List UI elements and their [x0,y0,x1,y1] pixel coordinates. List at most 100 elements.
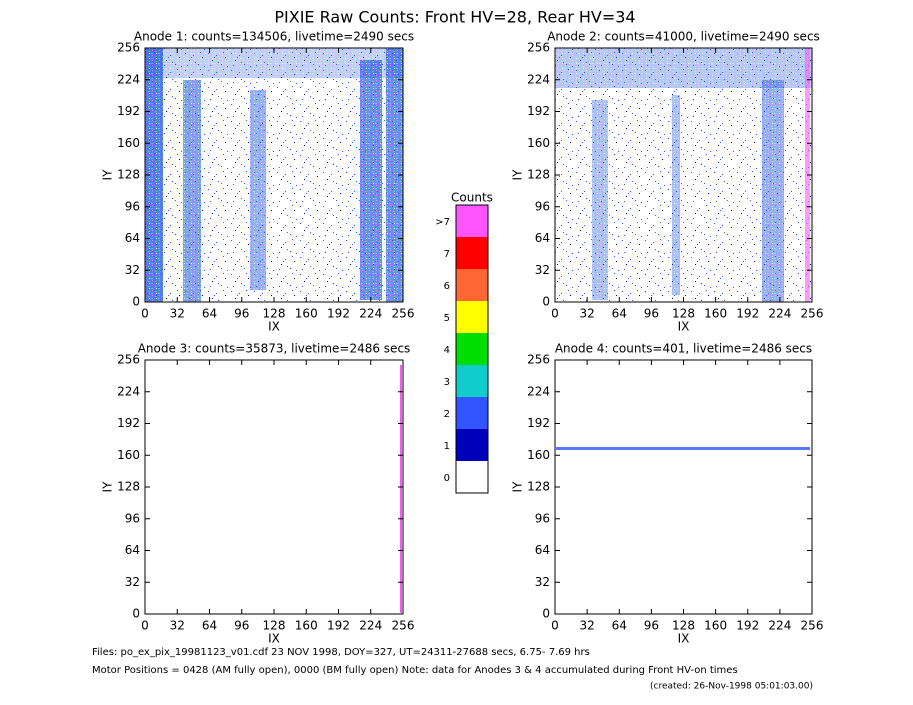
y-tick-label: 64 [535,543,550,557]
panels: Anode 1: counts=134506, livetime=2490 se… [101,30,824,646]
x-tick-label: 128 [263,307,286,321]
y-tick-label: 32 [125,575,140,589]
x-tick-label: 192 [736,307,759,321]
y-tick-label: 192 [527,416,550,430]
x-tick-label: 256 [801,307,824,321]
y-tick-label: 128 [117,168,140,182]
plot-frame [554,359,813,615]
x-tick-label: 224 [359,619,382,633]
x-tick-label: 256 [801,619,824,633]
x-tick-label: 192 [327,307,350,321]
x-tick-label: 0 [551,619,559,633]
x-tick-label: 64 [612,619,627,633]
y-tick-label: 0 [542,607,550,621]
colorbar-title: Counts [451,191,493,205]
y-tick-label: 224 [117,384,140,398]
y-tick-label: 256 [117,41,140,55]
y-tick-label: 160 [527,136,550,150]
footer-line: Motor Positions = 0428 (AM fully open), … [92,665,738,676]
footer-line: Files: po_ex_pix_19981123_v01.cdf 23 NOV… [92,647,590,658]
x-tick-label: 64 [202,619,217,633]
x-tick-label: 256 [392,307,415,321]
x-tick-label: 224 [359,307,382,321]
y-tick-label: 128 [527,480,550,494]
colorbar-label: 7 [444,249,450,260]
x-tick-label: 128 [263,619,286,633]
y-tick-label: 32 [125,263,140,277]
y-tick-label: 64 [535,231,550,245]
plot-frame [144,359,404,615]
y-tick-label: 224 [527,72,550,86]
x-tick-label: 128 [672,619,695,633]
y-tick-label: 224 [527,384,550,398]
panel-title: Anode 1: counts=134506, livetime=2490 se… [134,30,414,44]
y-tick-label: 128 [527,168,550,182]
x-tick-label: 96 [644,619,659,633]
x-tick-label: 160 [295,307,318,321]
x-tick-label: 96 [234,619,249,633]
x-tick-label: 32 [579,307,594,321]
y-axis-label: IY [101,169,115,181]
x-tick-label: 224 [768,619,791,633]
y-tick-label: 192 [117,104,140,118]
x-tick-label: 0 [551,307,559,321]
y-axis-label: IY [511,481,525,493]
y-tick-label: 128 [117,480,140,494]
figure-title: PIXIE Raw Counts: Front HV=28, Rear HV=3… [274,8,635,27]
x-axis-label: IX [678,320,690,334]
y-tick-label: 0 [132,295,140,309]
x-tick-label: 160 [704,619,727,633]
x-tick-label: 0 [141,307,149,321]
colorbar-frame [455,204,489,494]
colorbar-label: 5 [444,313,450,324]
colorbar-swatch [456,269,488,301]
x-tick-label: 64 [612,307,627,321]
colorbar-swatch [456,205,488,237]
x-tick-label: 32 [170,619,185,633]
colorbar-swatch [456,365,488,397]
x-tick-label: 32 [170,307,185,321]
colorbar-label: 3 [444,377,450,388]
x-axis-label: IX [268,632,280,646]
x-tick-label: 32 [579,619,594,633]
y-tick-label: 160 [527,448,550,462]
y-tick-label: 192 [117,416,140,430]
y-tick-label: 224 [117,72,140,86]
y-tick-label: 64 [125,231,140,245]
y-tick-label: 96 [125,199,140,213]
colorbar-swatch [456,237,488,269]
colorbar-label: 4 [444,345,450,356]
colorbar-swatch [456,429,488,461]
x-tick-label: 64 [202,307,217,321]
panel-title: Anode 3: counts=35873, livetime=2486 sec… [138,342,411,356]
y-tick-label: 160 [117,136,140,150]
y-tick-label: 32 [535,575,550,589]
y-tick-label: 256 [117,353,140,367]
x-tick-label: 160 [704,307,727,321]
colorbar-swatch [456,301,488,333]
panel-title: Anode 2: counts=41000, livetime=2490 sec… [547,30,820,44]
x-tick-label: 224 [768,307,791,321]
colorbar: Counts >7 7 6 5 4 3 2 1 0 [435,191,493,494]
x-tick-label: 128 [672,307,695,321]
y-axis-label: IY [101,481,115,493]
x-axis-label: IX [678,632,690,646]
colorbar-swatch [456,333,488,365]
y-tick-label: 96 [125,511,140,525]
y-tick-label: 96 [535,511,550,525]
y-tick-label: 0 [132,607,140,621]
x-tick-label: 256 [392,619,415,633]
panel-title: Anode 4: counts=401, livetime=2486 secs [555,342,812,356]
created-note: (created: 26-Nov-1998 05:01:03.00) [650,682,813,692]
y-tick-label: 96 [535,199,550,213]
x-tick-label: 96 [234,307,249,321]
colorbar-label: >7 [435,217,450,228]
colorbar-swatch [456,461,488,493]
y-tick-label: 256 [527,353,550,367]
colorbar-label: 6 [444,281,450,292]
y-tick-label: 0 [542,295,550,309]
colorbar-label: 0 [444,473,450,484]
y-tick-label: 160 [117,448,140,462]
